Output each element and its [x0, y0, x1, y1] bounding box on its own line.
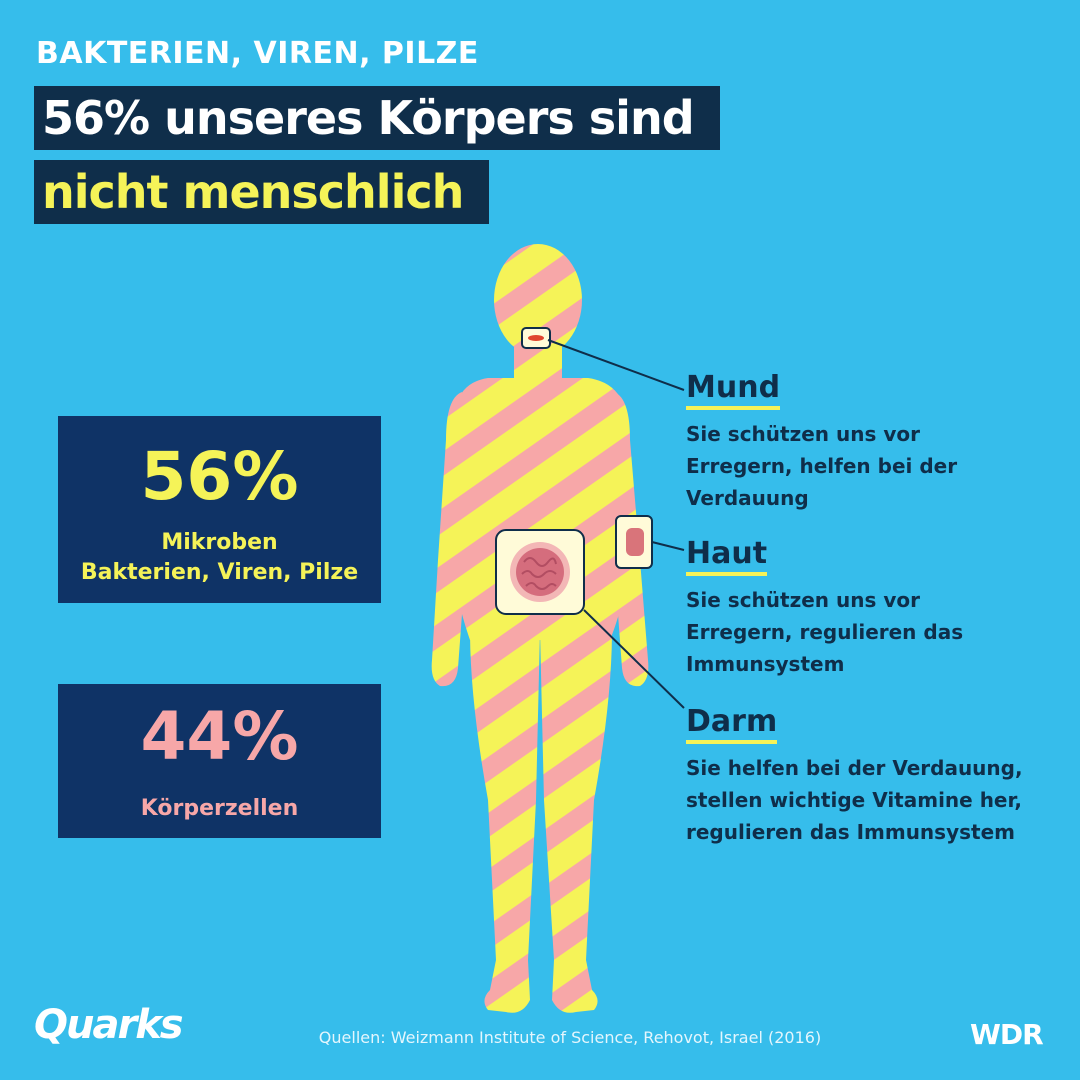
annotation-haut: Haut Sie schützen uns vor Erregern, regu… [686, 536, 1046, 680]
annotation-text-darm: Sie helfen bei der Verdauung, stellen wi… [686, 752, 1046, 848]
stat-label-microbes-2: Bakterien, Viren, Pilze [80, 560, 359, 585]
annotation-line: Sie schützen uns vor [686, 588, 920, 612]
annotation-line: Erregern, regulieren das [686, 620, 964, 644]
annotation-title-mund: Mund [686, 370, 781, 410]
quarks-logo: Quarks [34, 1002, 184, 1048]
annotation-line: Verdauung [686, 486, 809, 510]
annotation-line: regulieren das Immunsystem [686, 820, 1015, 844]
mouth-detail [521, 327, 551, 349]
annotation-title-darm: Darm [686, 704, 778, 744]
body-silhouette [431, 244, 649, 1013]
annotation-title-haut: Haut [686, 536, 768, 576]
title-line-1: 56% unseres Körpers sind [34, 86, 720, 150]
gut-detail [495, 529, 585, 615]
kicker-label: BAKTERIEN, VIREN, PILZE [36, 36, 479, 71]
stat-box-microbes: 56% Mikroben Bakterien, Viren, Pilze [58, 416, 381, 603]
annotation-line: Erregern, helfen bei der [686, 454, 958, 478]
annotation-line: Sie schützen uns vor [686, 422, 920, 446]
annotation-line: Sie helfen bei der Verdauung, [686, 756, 1023, 780]
stat-label-cells: Körperzellen [140, 796, 299, 821]
stat-value-cells: 44% [140, 698, 299, 775]
leader-line-haut [651, 541, 685, 551]
skin-detail [615, 515, 653, 569]
stat-value-microbes: 56% [140, 438, 299, 515]
wdr-logo: WDR [970, 1018, 1044, 1051]
annotation-darm: Darm Sie helfen bei der Verdauung, stell… [686, 704, 1046, 848]
stat-box-cells: 44% Körperzellen [58, 684, 381, 838]
source-credit: Quellen: Weizmann Institute of Science, … [318, 1028, 822, 1047]
leader-line-darm [583, 609, 685, 709]
annotation-text-mund: Sie schützen uns vor Erregern, helfen be… [686, 418, 1046, 514]
annotation-line: Immunsystem [686, 652, 845, 676]
leader-line-mund [547, 339, 685, 391]
annotation-text-haut: Sie schützen uns vor Erregern, reguliere… [686, 584, 1046, 680]
leader-lines [547, 339, 685, 709]
annotation-line: stellen wichtige Vitamine her, [686, 788, 1023, 812]
title-line-2: nicht menschlich [34, 160, 490, 224]
stat-label-microbes-1: Mikroben [161, 530, 278, 555]
annotation-mund: Mund Sie schützen uns vor Erregern, helf… [686, 370, 1046, 514]
